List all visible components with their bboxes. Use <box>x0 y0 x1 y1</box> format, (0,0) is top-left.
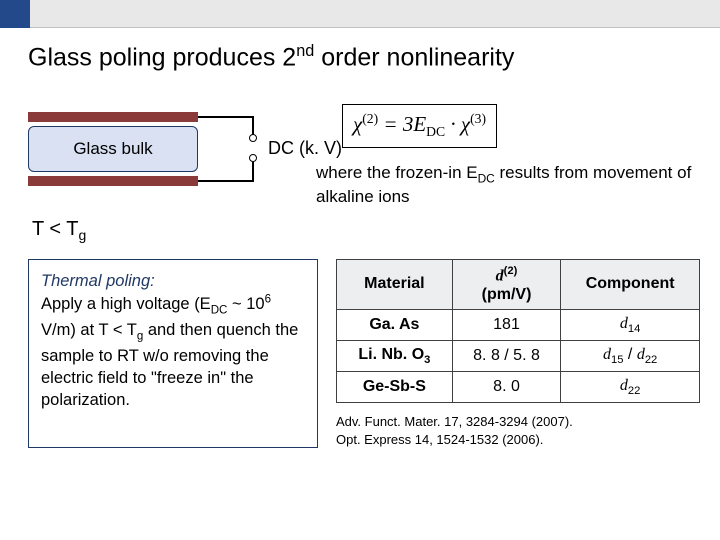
table-row: Ge-Sb-S8. 0d22 <box>337 372 700 403</box>
table-header: Material <box>337 260 453 309</box>
cell-d-value: 8. 8 / 5. 8 <box>452 340 561 371</box>
dc-source-label: DC (k. V) <box>268 138 342 159</box>
header-accent-blue <box>0 0 30 28</box>
table-row: Li. Nb. O38. 8 / 5. 8d15 / d22 <box>337 340 700 371</box>
thermal-title: Thermal poling: <box>41 272 155 290</box>
cell-material: Ge-Sb-S <box>337 372 453 403</box>
slide-content: Glass bulk DC (k. V) T < Tg χ(2) = 3EDC … <box>0 80 720 448</box>
material-table-area: Materiald(2)(pm/V)Component Ga. As181d14… <box>336 259 700 448</box>
references: Adv. Funct. Mater. 17, 3284-3294 (2007).… <box>336 413 700 448</box>
electrode-bottom <box>28 176 198 186</box>
reference-line: Adv. Funct. Mater. 17, 3284-3294 (2007). <box>336 413 700 431</box>
cell-material: Ga. As <box>337 309 453 340</box>
cell-component: d15 / d22 <box>561 340 700 371</box>
equation-column: χ(2) = 3EDC · χ(3) where the frozen-in E… <box>312 104 700 208</box>
slide-title: Glass poling produces 2nd order nonlinea… <box>0 28 720 80</box>
table-header: Component <box>561 260 700 309</box>
table-row: Ga. As181d14 <box>337 309 700 340</box>
thermal-body: Apply a high voltage (EDC ~ 106 V/m) at … <box>41 295 298 409</box>
reference-line: Opt. Express 14, 1524-1532 (2006). <box>336 431 700 449</box>
cell-material: Li. Nb. O3 <box>337 340 453 371</box>
wire-top-v <box>252 116 254 136</box>
thermal-poling-box: Thermal poling: Apply a high voltage (ED… <box>28 259 318 448</box>
header-bar <box>0 0 720 28</box>
wire-top-h <box>198 116 254 118</box>
terminal-bottom <box>249 154 257 162</box>
wire-bottom-v <box>252 162 254 182</box>
header-accent-gray <box>30 0 720 28</box>
equation-caption: where the frozen-in EDC results from mov… <box>312 162 700 209</box>
material-table: Materiald(2)(pm/V)Component Ga. As181d14… <box>336 259 700 403</box>
cell-component: d22 <box>561 372 700 403</box>
table-header: d(2)(pm/V) <box>452 260 561 309</box>
glass-bulk-box: Glass bulk <box>28 126 198 172</box>
electrode-top <box>28 112 198 122</box>
cell-d-value: 181 <box>452 309 561 340</box>
terminal-top <box>249 134 257 142</box>
diagram-block: Glass bulk DC (k. V) T < Tg <box>28 104 288 243</box>
poling-diagram: Glass bulk DC (k. V) <box>28 104 288 224</box>
cell-d-value: 8. 0 <box>452 372 561 403</box>
chi-equation: χ(2) = 3EDC · χ(3) <box>342 104 497 147</box>
wire-bottom-h <box>198 180 254 182</box>
cell-component: d14 <box>561 309 700 340</box>
